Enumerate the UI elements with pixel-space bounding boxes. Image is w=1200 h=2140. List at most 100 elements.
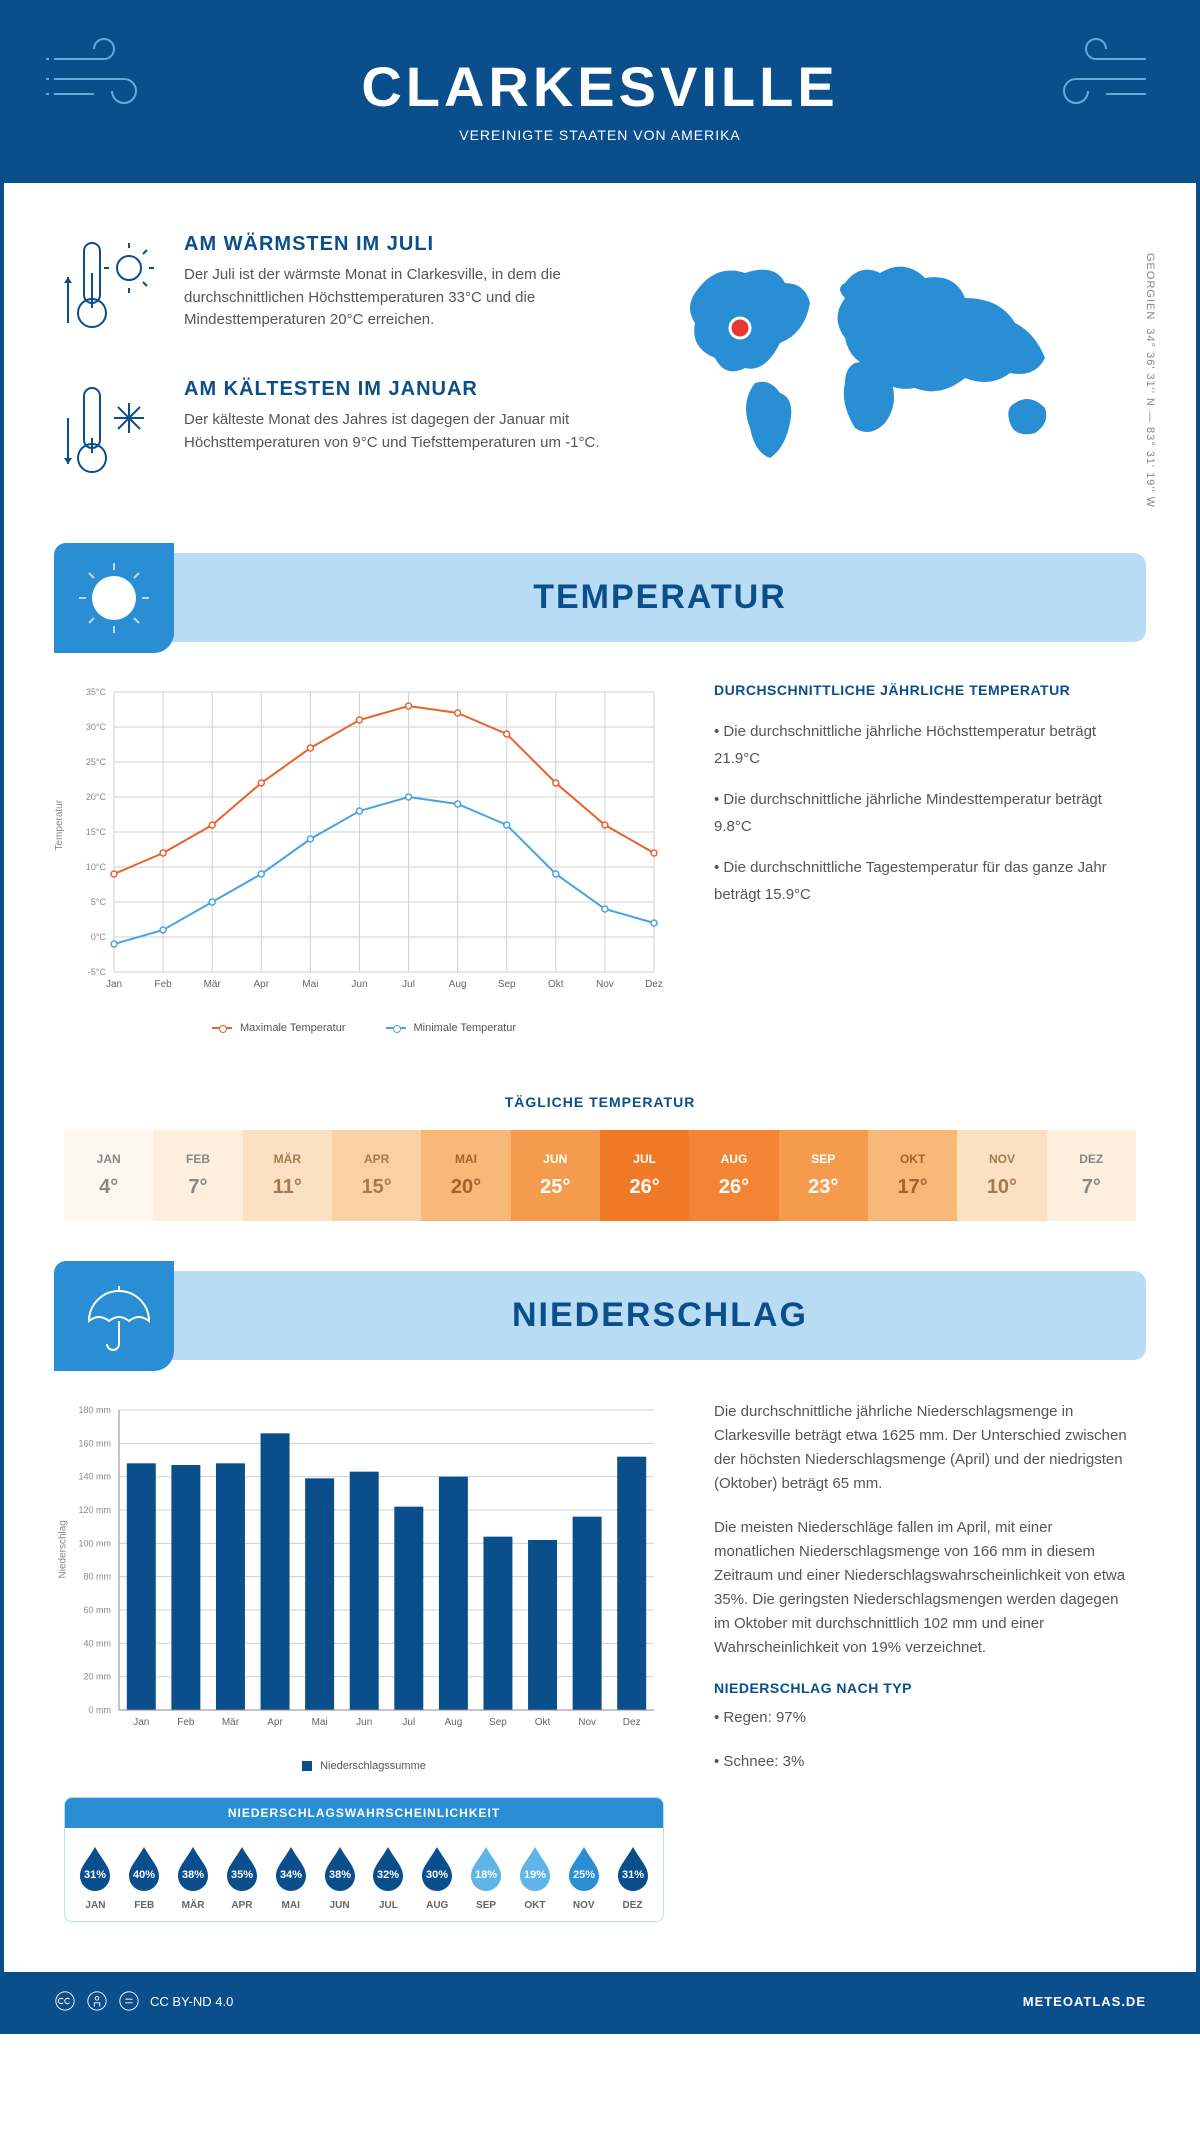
nd-icon: [118, 1990, 140, 2012]
precip-type-heading: NIEDERSCHLAG NACH TYP: [714, 1680, 1136, 1696]
daily-cell: MÄR11°: [243, 1130, 332, 1221]
precip-chart-svg: 0 mm20 mm40 mm60 mm80 mm100 mm120 mm140 …: [64, 1400, 664, 1740]
svg-text:Apr: Apr: [267, 1717, 283, 1728]
prob-drop: 18% SEP: [464, 1843, 509, 1911]
svg-text:100 mm: 100 mm: [78, 1538, 111, 1548]
svg-text:20°C: 20°C: [86, 792, 107, 802]
svg-text:Nov: Nov: [596, 979, 614, 990]
svg-text:10°C: 10°C: [86, 862, 107, 872]
coldest-body: Der kälteste Monat des Jahres ist dagege…: [184, 409, 605, 454]
daily-temp-title: TÄGLICHE TEMPERATUR: [4, 1094, 1196, 1110]
svg-text:35°C: 35°C: [86, 687, 107, 697]
precip-bar-chart: Niederschlag 0 mm20 mm40 mm60 mm80 mm100…: [64, 1400, 664, 1745]
svg-text:31%: 31%: [622, 1869, 644, 1881]
svg-text:34%: 34%: [280, 1869, 302, 1881]
svg-text:120 mm: 120 mm: [78, 1505, 111, 1515]
coldest-fact: AM KÄLTESTEN IM JANUAR Der kälteste Mona…: [64, 378, 605, 493]
daily-cell: FEB7°: [153, 1130, 242, 1221]
prob-drop: 31% JAN: [73, 1843, 118, 1911]
svg-text:Jul: Jul: [402, 979, 415, 990]
svg-text:15°C: 15°C: [86, 827, 107, 837]
daily-cell: MAI20°: [421, 1130, 510, 1221]
temperature-summary: DURCHSCHNITTLICHE JÄHRLICHE TEMPERATUR •…: [714, 682, 1136, 1034]
prob-drop: 38% MÄR: [171, 1843, 216, 1911]
svg-text:25°C: 25°C: [86, 757, 107, 767]
wind-icon: [1046, 34, 1156, 119]
svg-text:40 mm: 40 mm: [83, 1638, 111, 1648]
svg-text:32%: 32%: [377, 1869, 399, 1881]
coordinates: GEORGIEN 34° 36' 31'' N — 83° 31' 19'' W: [1144, 253, 1156, 508]
svg-text:Feb: Feb: [177, 1717, 195, 1728]
prob-title: NIEDERSCHLAGSWAHRSCHEINLICHKEIT: [65, 1798, 663, 1828]
svg-text:Aug: Aug: [449, 979, 467, 990]
brand: METEOATLAS.DE: [1023, 1994, 1146, 2009]
svg-text:19%: 19%: [524, 1869, 546, 1881]
prob-drop: 31% DEZ: [610, 1843, 655, 1911]
svg-text:140 mm: 140 mm: [78, 1472, 111, 1482]
temperature-line-chart: Temperatur -5°C0°C5°C10°C15°C20°C25°C30°…: [64, 682, 664, 1034]
coldest-title: AM KÄLTESTEN IM JANUAR: [184, 378, 605, 401]
svg-text:38%: 38%: [329, 1869, 351, 1881]
svg-text:160 mm: 160 mm: [78, 1438, 111, 1448]
svg-text:25%: 25%: [573, 1869, 595, 1881]
precip-legend: Niederschlagssumme: [64, 1760, 664, 1772]
svg-text:Mai: Mai: [312, 1717, 328, 1728]
prob-drop: 30% AUG: [415, 1843, 460, 1911]
license: CC BY-ND 4.0: [54, 1990, 233, 2012]
svg-text:Jan: Jan: [106, 979, 122, 990]
svg-text:30°C: 30°C: [86, 722, 107, 732]
daily-cell: JAN4°: [64, 1130, 153, 1221]
wind-icon: [44, 34, 154, 119]
svg-text:0 mm: 0 mm: [89, 1705, 112, 1715]
city-title: CLARKESVILLE: [64, 54, 1136, 119]
svg-text:Mär: Mär: [222, 1717, 240, 1728]
precip-ylabel: Niederschlag: [58, 1520, 69, 1578]
precip-probability-box: NIEDERSCHLAGSWAHRSCHEINLICHKEIT 31% JAN …: [64, 1797, 664, 1922]
daily-cell: NOV10°: [957, 1130, 1046, 1221]
by-icon: [86, 1990, 108, 2012]
svg-text:60 mm: 60 mm: [83, 1605, 111, 1615]
daily-cell: JUN25°: [511, 1130, 600, 1221]
prob-drop: 38% JUN: [317, 1843, 362, 1911]
umbrella-icon: [54, 1261, 174, 1371]
svg-text:Mär: Mär: [204, 979, 222, 990]
daily-cell: SEP23°: [779, 1130, 868, 1221]
svg-text:Jun: Jun: [356, 1717, 372, 1728]
intro-section: AM WÄRMSTEN IM JULI Der Juli ist der wär…: [4, 183, 1196, 553]
precip-banner: NIEDERSCHLAG: [54, 1271, 1146, 1360]
svg-text:Jul: Jul: [402, 1717, 415, 1728]
svg-text:Sep: Sep: [498, 979, 516, 990]
warmest-fact: AM WÄRMSTEN IM JULI Der Juli ist der wär…: [64, 233, 605, 348]
svg-text:Apr: Apr: [253, 979, 269, 990]
svg-text:35%: 35%: [231, 1869, 253, 1881]
svg-text:Dez: Dez: [623, 1717, 641, 1728]
svg-text:20 mm: 20 mm: [83, 1672, 111, 1682]
daily-cell: OKT17°: [868, 1130, 957, 1221]
daily-cell: AUG26°: [689, 1130, 778, 1221]
prob-drop: 40% FEB: [122, 1843, 167, 1911]
svg-text:0°C: 0°C: [91, 932, 107, 942]
daily-cell: JUL26°: [600, 1130, 689, 1221]
prob-drop: 35% APR: [219, 1843, 264, 1911]
svg-text:Okt: Okt: [548, 979, 564, 990]
svg-text:31%: 31%: [84, 1869, 106, 1881]
svg-text:18%: 18%: [475, 1869, 497, 1881]
footer: CC BY-ND 4.0 METEOATLAS.DE: [4, 1972, 1196, 2030]
svg-text:Dez: Dez: [645, 979, 663, 990]
thermometer-snow-icon: [64, 378, 164, 493]
temp-chart-svg: -5°C0°C5°C10°C15°C20°C25°C30°C35°CJanFeb…: [64, 682, 664, 1002]
svg-text:38%: 38%: [182, 1869, 204, 1881]
svg-text:Jun: Jun: [351, 979, 367, 990]
daily-cell: APR15°: [332, 1130, 421, 1221]
daily-temp-grid: JAN4° FEB7° MÄR11° APR15° MAI20° JUN25° …: [64, 1130, 1136, 1221]
temp-legend: Maximale Temperatur Minimale Temperatur: [64, 1022, 664, 1034]
prob-drop: 32% JUL: [366, 1843, 411, 1911]
svg-text:Nov: Nov: [578, 1717, 596, 1728]
svg-text:Okt: Okt: [535, 1717, 551, 1728]
warmest-title: AM WÄRMSTEN IM JULI: [184, 233, 605, 256]
svg-text:5°C: 5°C: [91, 897, 107, 907]
svg-text:Sep: Sep: [489, 1717, 507, 1728]
daily-cell: DEZ7°: [1047, 1130, 1136, 1221]
svg-text:Feb: Feb: [154, 979, 172, 990]
svg-text:Mai: Mai: [302, 979, 318, 990]
